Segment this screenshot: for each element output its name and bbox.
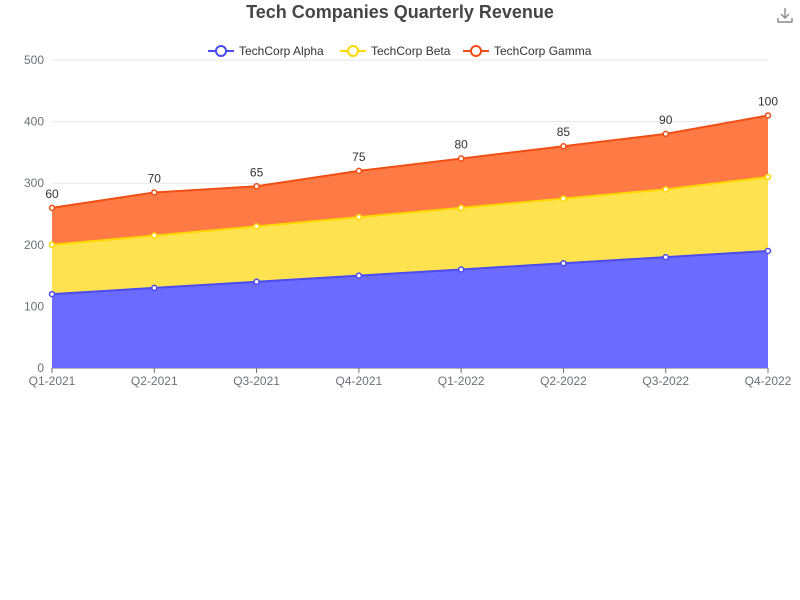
series-area xyxy=(52,177,768,295)
data-point[interactable] xyxy=(764,173,772,181)
data-point[interactable] xyxy=(560,195,567,202)
data-point[interactable] xyxy=(151,189,158,196)
x-tick-label: Q4-2022 xyxy=(745,374,792,388)
x-tick-label: Q3-2022 xyxy=(642,374,689,388)
y-tick-label: 200 xyxy=(24,238,44,252)
data-point[interactable] xyxy=(151,284,158,292)
legend-swatch-icon xyxy=(463,45,489,57)
data-point[interactable] xyxy=(764,247,772,255)
x-tick-label: Q1-2022 xyxy=(438,374,485,388)
legend-swatch-icon xyxy=(208,45,234,57)
data-point[interactable] xyxy=(457,204,465,212)
data-point[interactable] xyxy=(253,278,260,286)
legend-label: TechCorp Beta xyxy=(371,44,451,58)
legend-swatch-icon xyxy=(340,45,366,57)
download-icon[interactable] xyxy=(776,6,794,24)
y-tick-label: 300 xyxy=(24,176,44,190)
data-point[interactable] xyxy=(151,232,158,239)
data-point[interactable] xyxy=(355,272,363,279)
data-label: 60 xyxy=(45,187,59,201)
y-tick-label: 500 xyxy=(24,53,44,67)
legend-item[interactable]: TechCorp Alpha xyxy=(208,42,324,60)
data-point[interactable] xyxy=(355,167,363,175)
data-point[interactable] xyxy=(355,213,363,221)
data-point[interactable] xyxy=(662,253,669,261)
x-tick-label: Q4-2021 xyxy=(336,374,383,388)
y-tick-label: 400 xyxy=(24,115,44,129)
data-label: 70 xyxy=(148,171,162,185)
data-label: 65 xyxy=(250,165,264,179)
data-point[interactable] xyxy=(560,142,567,150)
legend-item[interactable]: TechCorp Beta xyxy=(340,42,450,60)
data-point[interactable] xyxy=(662,130,669,138)
series-area xyxy=(52,250,768,368)
data-point[interactable] xyxy=(48,204,56,212)
x-tick-label: Q2-2021 xyxy=(131,374,178,388)
series-line xyxy=(51,114,769,209)
legend-item[interactable]: TechCorp Gamma xyxy=(463,42,591,60)
data-point[interactable] xyxy=(48,241,56,249)
data-label: 100 xyxy=(758,94,778,108)
data-point[interactable] xyxy=(764,112,772,119)
legend: TechCorp Alpha TechCorp Beta TechCorp Gamm… xyxy=(0,42,800,60)
data-label: 80 xyxy=(454,138,468,152)
series-line xyxy=(51,249,769,296)
legend-label: TechCorp Gamma xyxy=(494,44,592,58)
series-area xyxy=(52,115,768,245)
data-point[interactable] xyxy=(48,290,56,298)
y-tick-label: 100 xyxy=(24,299,44,313)
data-point[interactable] xyxy=(253,183,260,190)
data-label: 75 xyxy=(352,150,366,164)
y-tick-label: 0 xyxy=(37,361,44,375)
data-point[interactable] xyxy=(457,266,465,273)
data-point[interactable] xyxy=(560,260,567,267)
data-point[interactable] xyxy=(253,223,260,230)
series-line xyxy=(51,176,769,246)
data-label: 85 xyxy=(557,125,571,139)
chart-title: Tech Companies Quarterly Revenue xyxy=(246,2,554,22)
x-tick-label: Q3-2021 xyxy=(233,374,280,388)
data-label: 90 xyxy=(659,113,673,127)
x-tick-label: Q1-2021 xyxy=(29,374,76,388)
x-tick-label: Q2-2022 xyxy=(540,374,587,388)
data-point[interactable] xyxy=(662,186,669,193)
data-point[interactable] xyxy=(457,155,465,162)
legend-label: TechCorp Alpha xyxy=(239,44,324,58)
